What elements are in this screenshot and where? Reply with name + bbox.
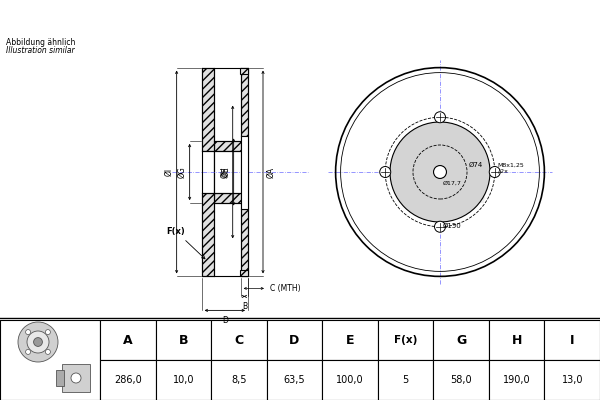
Bar (202, 68, 214, 151)
Bar (214, 141, 241, 151)
Text: 8,5: 8,5 (231, 375, 247, 385)
Bar (378, 360, 433, 400)
Bar (433, 320, 489, 360)
Text: Ø74: Ø74 (469, 162, 483, 168)
Circle shape (46, 330, 50, 335)
Circle shape (434, 221, 445, 232)
Circle shape (34, 338, 43, 346)
Text: B: B (179, 334, 188, 346)
Text: 13,0: 13,0 (562, 375, 583, 385)
Text: Illustration similar: Illustration similar (6, 46, 74, 55)
Circle shape (71, 373, 81, 383)
Text: M8x1,25
/2x: M8x1,25 /2x (498, 162, 524, 174)
Text: ØH: ØH (221, 166, 230, 178)
Text: 190,0: 190,0 (503, 375, 530, 385)
Text: ØI: ØI (164, 168, 173, 176)
Circle shape (434, 166, 446, 178)
Bar (211, 360, 266, 400)
Circle shape (390, 122, 490, 222)
Circle shape (26, 330, 31, 335)
Text: Ø17,7: Ø17,7 (443, 180, 462, 186)
Bar (378, 320, 433, 360)
Text: D: D (222, 316, 228, 325)
Text: 100,0: 100,0 (336, 375, 364, 385)
Bar (266, 320, 322, 360)
Text: D: D (289, 334, 299, 346)
Bar (100, 360, 155, 400)
Text: 5: 5 (403, 375, 409, 385)
Text: C (MTH): C (MTH) (270, 284, 301, 293)
Text: 58,0: 58,0 (450, 375, 472, 385)
Text: 410366: 410366 (422, 6, 497, 24)
Circle shape (489, 166, 500, 178)
Bar (62, 364, 90, 392)
Text: ØE: ØE (221, 167, 230, 177)
Text: B: B (242, 302, 247, 311)
Bar (433, 360, 489, 400)
Text: ØG: ØG (178, 166, 187, 178)
Circle shape (26, 349, 31, 354)
Bar (240, 68, 248, 74)
Text: C: C (235, 334, 244, 346)
Text: F(x): F(x) (394, 335, 417, 345)
Text: F(x): F(x) (167, 227, 205, 259)
Circle shape (46, 349, 50, 354)
Bar (202, 151, 214, 193)
Bar (489, 320, 544, 360)
Circle shape (27, 331, 49, 353)
Text: ØA: ØA (266, 166, 275, 178)
Text: Abbildung ähnlich: Abbildung ähnlich (6, 38, 76, 47)
Text: I: I (570, 334, 574, 346)
Text: 24.0110-0366.1: 24.0110-0366.1 (211, 6, 370, 24)
Text: Ø150: Ø150 (443, 223, 462, 229)
Bar (489, 360, 544, 400)
Text: 63,5: 63,5 (284, 375, 305, 385)
Circle shape (380, 166, 391, 178)
Bar (240, 270, 248, 276)
Circle shape (434, 112, 445, 123)
Text: 286,0: 286,0 (114, 375, 142, 385)
Text: G: G (456, 334, 466, 346)
Bar (155, 360, 211, 400)
Bar (266, 360, 322, 400)
Bar (544, 320, 600, 360)
Text: E: E (346, 334, 354, 346)
Bar (214, 151, 241, 193)
Bar (214, 193, 241, 203)
Text: 10,0: 10,0 (173, 375, 194, 385)
Bar (211, 320, 266, 360)
Bar (241, 136, 248, 208)
Text: A: A (123, 334, 133, 346)
Bar (100, 320, 155, 360)
Bar (322, 360, 378, 400)
Text: ATE: ATE (410, 173, 490, 211)
Bar (0, 320, 100, 400)
Text: H: H (511, 334, 522, 346)
Bar (155, 320, 211, 360)
Circle shape (18, 322, 58, 362)
Bar (544, 360, 600, 400)
Bar (241, 208, 248, 276)
Bar (202, 193, 214, 276)
Bar (56, 370, 64, 386)
Bar (322, 320, 378, 360)
Bar (241, 68, 248, 136)
